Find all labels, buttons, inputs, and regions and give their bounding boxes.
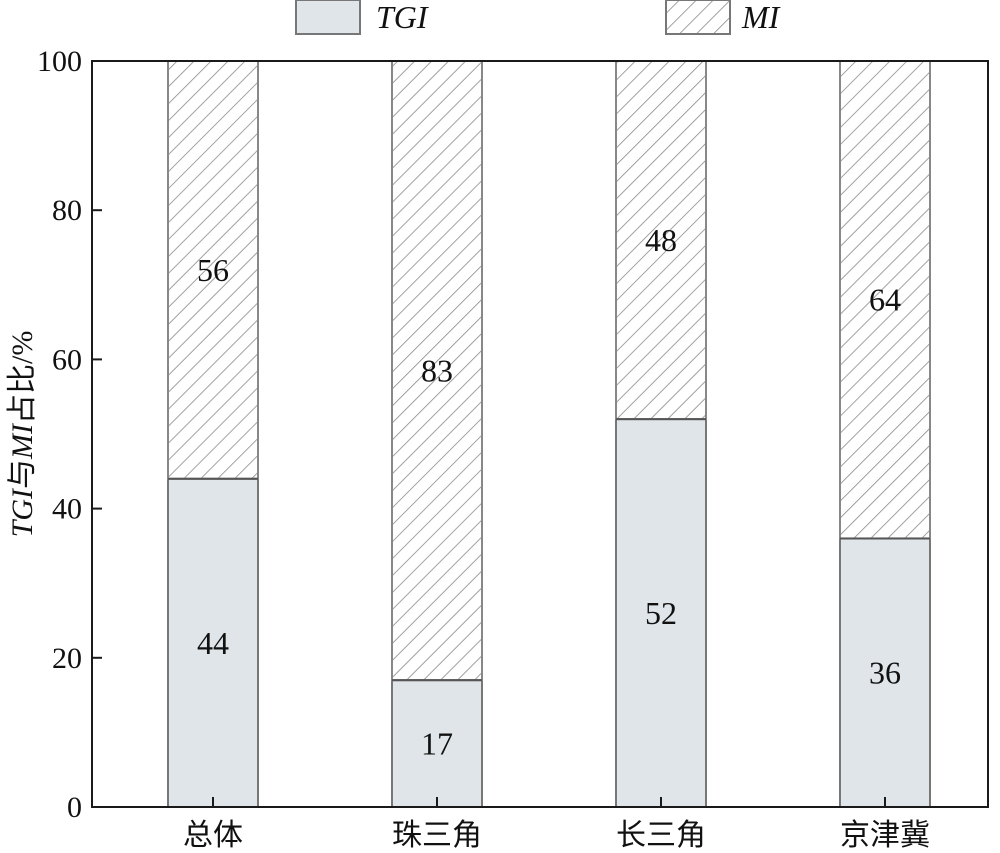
bar-tgi-1	[167, 477, 259, 808]
y-tick-label-20: 20	[52, 642, 82, 675]
data-label-tgi-3: 52	[645, 595, 677, 631]
legend-item-mi: MI	[665, 0, 781, 35]
data-label-mi-3: 48	[645, 222, 677, 258]
y-axis-title: TGI与MI占比/%	[6, 331, 39, 538]
data-label-mi-2: 83	[421, 353, 453, 389]
axes: 0 20 40 60 80 100 总体 珠三角 长三角 京津冀	[37, 45, 989, 853]
x-tick-label-3: 长三角	[616, 818, 706, 853]
y-axis-title-part-4: 占比/%	[6, 331, 39, 424]
legend-item-tgi: TGI	[295, 0, 429, 35]
y-tick-label-100: 100	[37, 45, 82, 78]
y-tick-label-60: 60	[52, 343, 82, 376]
x-tick-label-1: 总体	[183, 818, 243, 853]
bar-tgi-4	[839, 537, 931, 808]
y-axis-title-part-2: 与	[6, 459, 39, 489]
data-label-mi-1: 56	[197, 252, 229, 288]
legend: TGI MI	[295, 0, 781, 35]
bar-mi-1	[167, 60, 259, 480]
data-label-tgi-2: 17	[421, 726, 453, 762]
bar-mi-3	[615, 60, 707, 421]
bar-mi-4	[839, 60, 931, 540]
bar-tgi-3	[615, 418, 707, 808]
y-axis-title-part-3: MI	[6, 422, 39, 460]
legend-swatch-tgi	[295, 0, 361, 35]
x-tick-label-4: 京津冀	[840, 818, 930, 853]
legend-label-mi: MI	[741, 0, 781, 35]
x-tick-label-2: 珠三角	[392, 818, 482, 853]
y-tick-label-80: 80	[52, 194, 82, 227]
data-label-mi-4: 64	[869, 282, 901, 318]
data-label-tgi-4: 36	[869, 655, 901, 691]
y-tick-label-40: 40	[52, 493, 82, 526]
data-label-tgi-1: 44	[197, 625, 229, 661]
y-tick-label-0: 0	[67, 791, 82, 824]
bars	[167, 60, 931, 808]
plot-frame	[91, 60, 989, 808]
legend-label-tgi: TGI	[376, 0, 429, 35]
data-labels: 44 56 17 83 52 48 36 64	[197, 222, 901, 762]
legend-swatch-mi	[665, 0, 731, 35]
bar-mi-2	[391, 60, 483, 682]
y-axis-title-part-1: TGI	[6, 487, 39, 537]
